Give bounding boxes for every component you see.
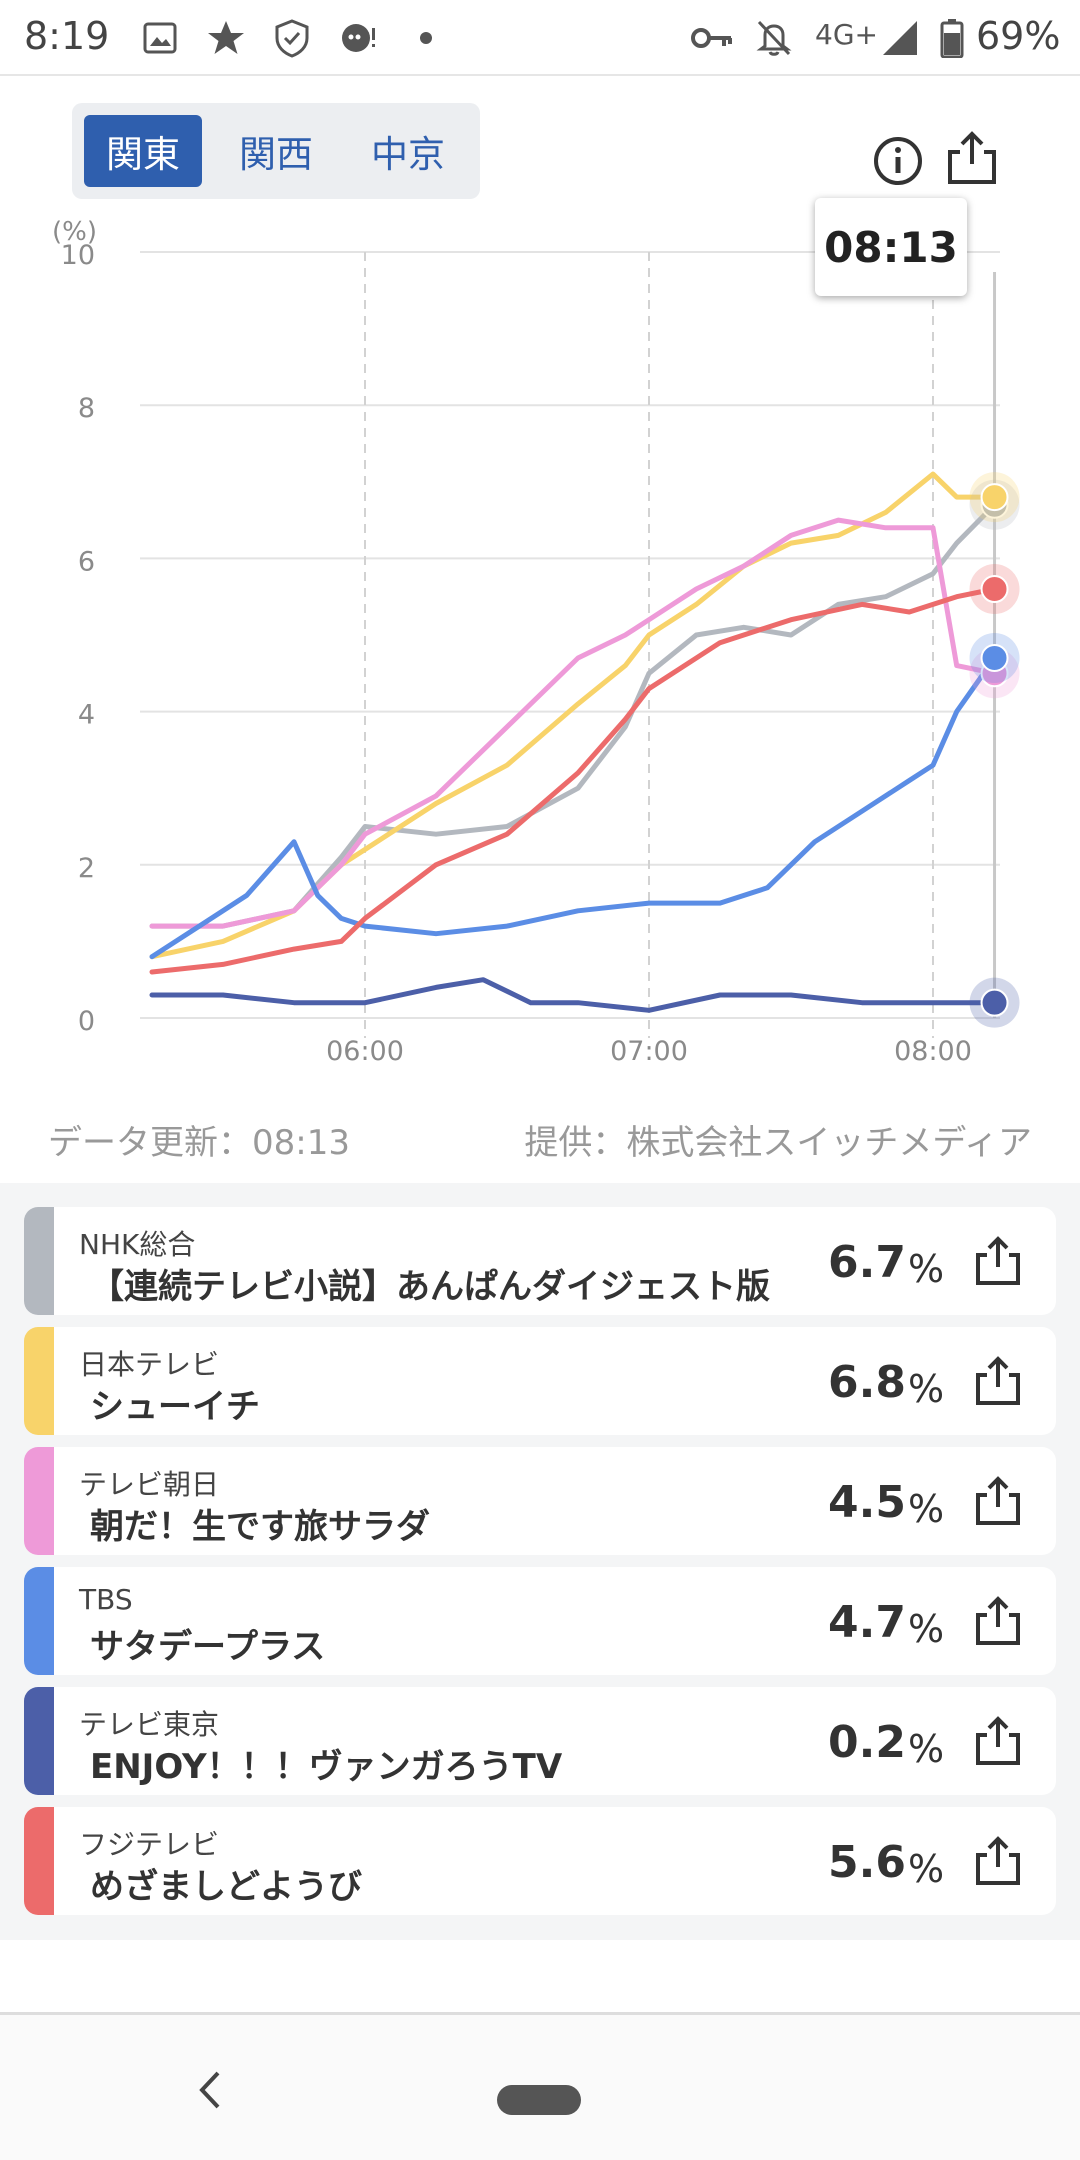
share-icon[interactable] (944, 130, 1000, 186)
channel-color-bar (24, 1327, 54, 1435)
channel-color-bar (24, 1807, 54, 1915)
status-bar: 8:19 4G+ 69% (0, 0, 1080, 76)
back-icon[interactable] (190, 2065, 230, 2115)
channel-card-nhk[interactable]: NHK総合 【連続テレビ小説】あんぱんダイジェスト版 6.7 % (24, 1207, 1056, 1315)
rating-value: 0.2 (828, 1717, 906, 1768)
rating-value: 6.7 (828, 1237, 906, 1288)
data-provider: 提供：株式会社スイッチメディア (524, 1123, 1032, 1163)
share-icon[interactable] (972, 1355, 1024, 1407)
battery-icon (930, 16, 974, 60)
bell-off-icon (752, 16, 796, 60)
share-icon[interactable] (972, 1835, 1024, 1887)
rating-value: 4.7 (828, 1597, 906, 1648)
x-tick-label: 08:00 (894, 1036, 972, 1067)
rating-unit: % (908, 1367, 945, 1411)
channel-card-fuji-tv[interactable]: フジテレビ めざましどようび 5.6 % (24, 1807, 1056, 1915)
channel-list: NHK総合 【連続テレビ小説】あんぱんダイジェスト版 6.7 % 日本テレビ シ… (0, 1183, 1080, 1940)
battery-percent: 69% (976, 14, 1061, 58)
info-icon[interactable] (872, 135, 924, 187)
image-icon (138, 16, 182, 60)
series-marker (980, 988, 1009, 1017)
channel-name: テレビ朝日 (79, 1468, 220, 1501)
series-line (149, 471, 997, 960)
vpn-key-icon (690, 16, 734, 60)
rating-value: 5.6 (828, 1837, 906, 1888)
shield-icon (270, 16, 314, 60)
assistant-icon (336, 16, 380, 60)
channel-name: NHK総合 (79, 1228, 196, 1261)
rating-value: 6.8 (828, 1357, 906, 1408)
series-marker (980, 483, 1009, 512)
series-marker (980, 575, 1009, 604)
channel-name: テレビ東京 (79, 1708, 220, 1741)
series-line (149, 655, 997, 960)
home-button[interactable] (497, 2085, 581, 2115)
rating-unit: % (908, 1247, 945, 1291)
rating-value: 4.5 (828, 1477, 906, 1528)
y-unit-label: (%) (52, 217, 97, 247)
share-icon[interactable] (972, 1595, 1024, 1647)
region-tabs: 関東 関西 中京 (72, 103, 480, 199)
channel-color-bar (24, 1687, 54, 1795)
status-time: 8:19 (24, 14, 110, 58)
program-title: 朝だ！生です旅サラダ (90, 1507, 430, 1547)
signal-icon (878, 16, 922, 60)
share-icon[interactable] (972, 1475, 1024, 1527)
y-tick-label: 10 (61, 240, 95, 271)
dot-icon (404, 16, 448, 60)
channel-card-ntv[interactable]: 日本テレビ シューイチ 6.8 % (24, 1327, 1056, 1435)
y-tick-label: 0 (78, 1006, 95, 1037)
channel-name: 日本テレビ (79, 1348, 220, 1381)
y-tick-label: 2 (78, 853, 95, 884)
share-icon[interactable] (972, 1715, 1024, 1767)
star-icon (204, 16, 248, 60)
y-tick-label: 4 (78, 700, 95, 731)
channel-color-bar (24, 1567, 54, 1675)
y-tick-label: 6 (78, 546, 95, 577)
rating-line-chart: 10 8 6 4 2 0 (%) 06:00 07:00 08:00 (52, 217, 1020, 1067)
series-line (149, 586, 997, 975)
rating-unit: % (908, 1487, 945, 1531)
series-line (149, 517, 997, 929)
series-line (149, 977, 997, 1013)
x-tick-label: 07:00 (610, 1036, 688, 1067)
y-tick-label: 8 (78, 393, 95, 424)
channel-color-bar (24, 1447, 54, 1555)
tab-kansai[interactable]: 関西 (239, 133, 313, 176)
tab-kanto[interactable]: 関東 (84, 115, 202, 187)
channel-card-tv-tokyo[interactable]: テレビ東京 ENJOY！！！ヴァンガろうTV 0.2 % (24, 1687, 1056, 1795)
share-icon[interactable] (972, 1235, 1024, 1287)
system-nav-bar (0, 2012, 1080, 2160)
meta-row: データ更新：08:13 提供：株式会社スイッチメディア (0, 1115, 1080, 1167)
x-tick-label: 06:00 (326, 1036, 404, 1067)
program-title: 【連続テレビ小説】あんぱんダイジェスト版 (90, 1267, 770, 1307)
channel-card-tbs[interactable]: TBS サタデープラス 4.7 % (24, 1567, 1056, 1675)
channel-name: TBS (79, 1583, 133, 1616)
program-title: サタデープラス (90, 1627, 326, 1667)
program-title: シューイチ (90, 1387, 260, 1427)
program-title: めざましどようび (90, 1867, 362, 1907)
network-type: 4G+ (815, 18, 878, 51)
channel-name: フジテレビ (79, 1828, 220, 1861)
rating-unit: % (908, 1727, 945, 1771)
time-tooltip: 08:13 (815, 198, 967, 296)
rating-unit: % (908, 1607, 945, 1651)
channel-color-bar (24, 1207, 54, 1315)
rating-unit: % (908, 1847, 945, 1891)
program-title: ENJOY！！！ヴァンガろうTV (90, 1747, 563, 1787)
series-marker (980, 643, 1009, 672)
data-update-time: データ更新：08:13 (48, 1123, 350, 1163)
channel-card-tv-asahi[interactable]: テレビ朝日 朝だ！生です旅サラダ 4.5 % (24, 1447, 1056, 1555)
tab-chukyo[interactable]: 中京 (371, 133, 445, 176)
